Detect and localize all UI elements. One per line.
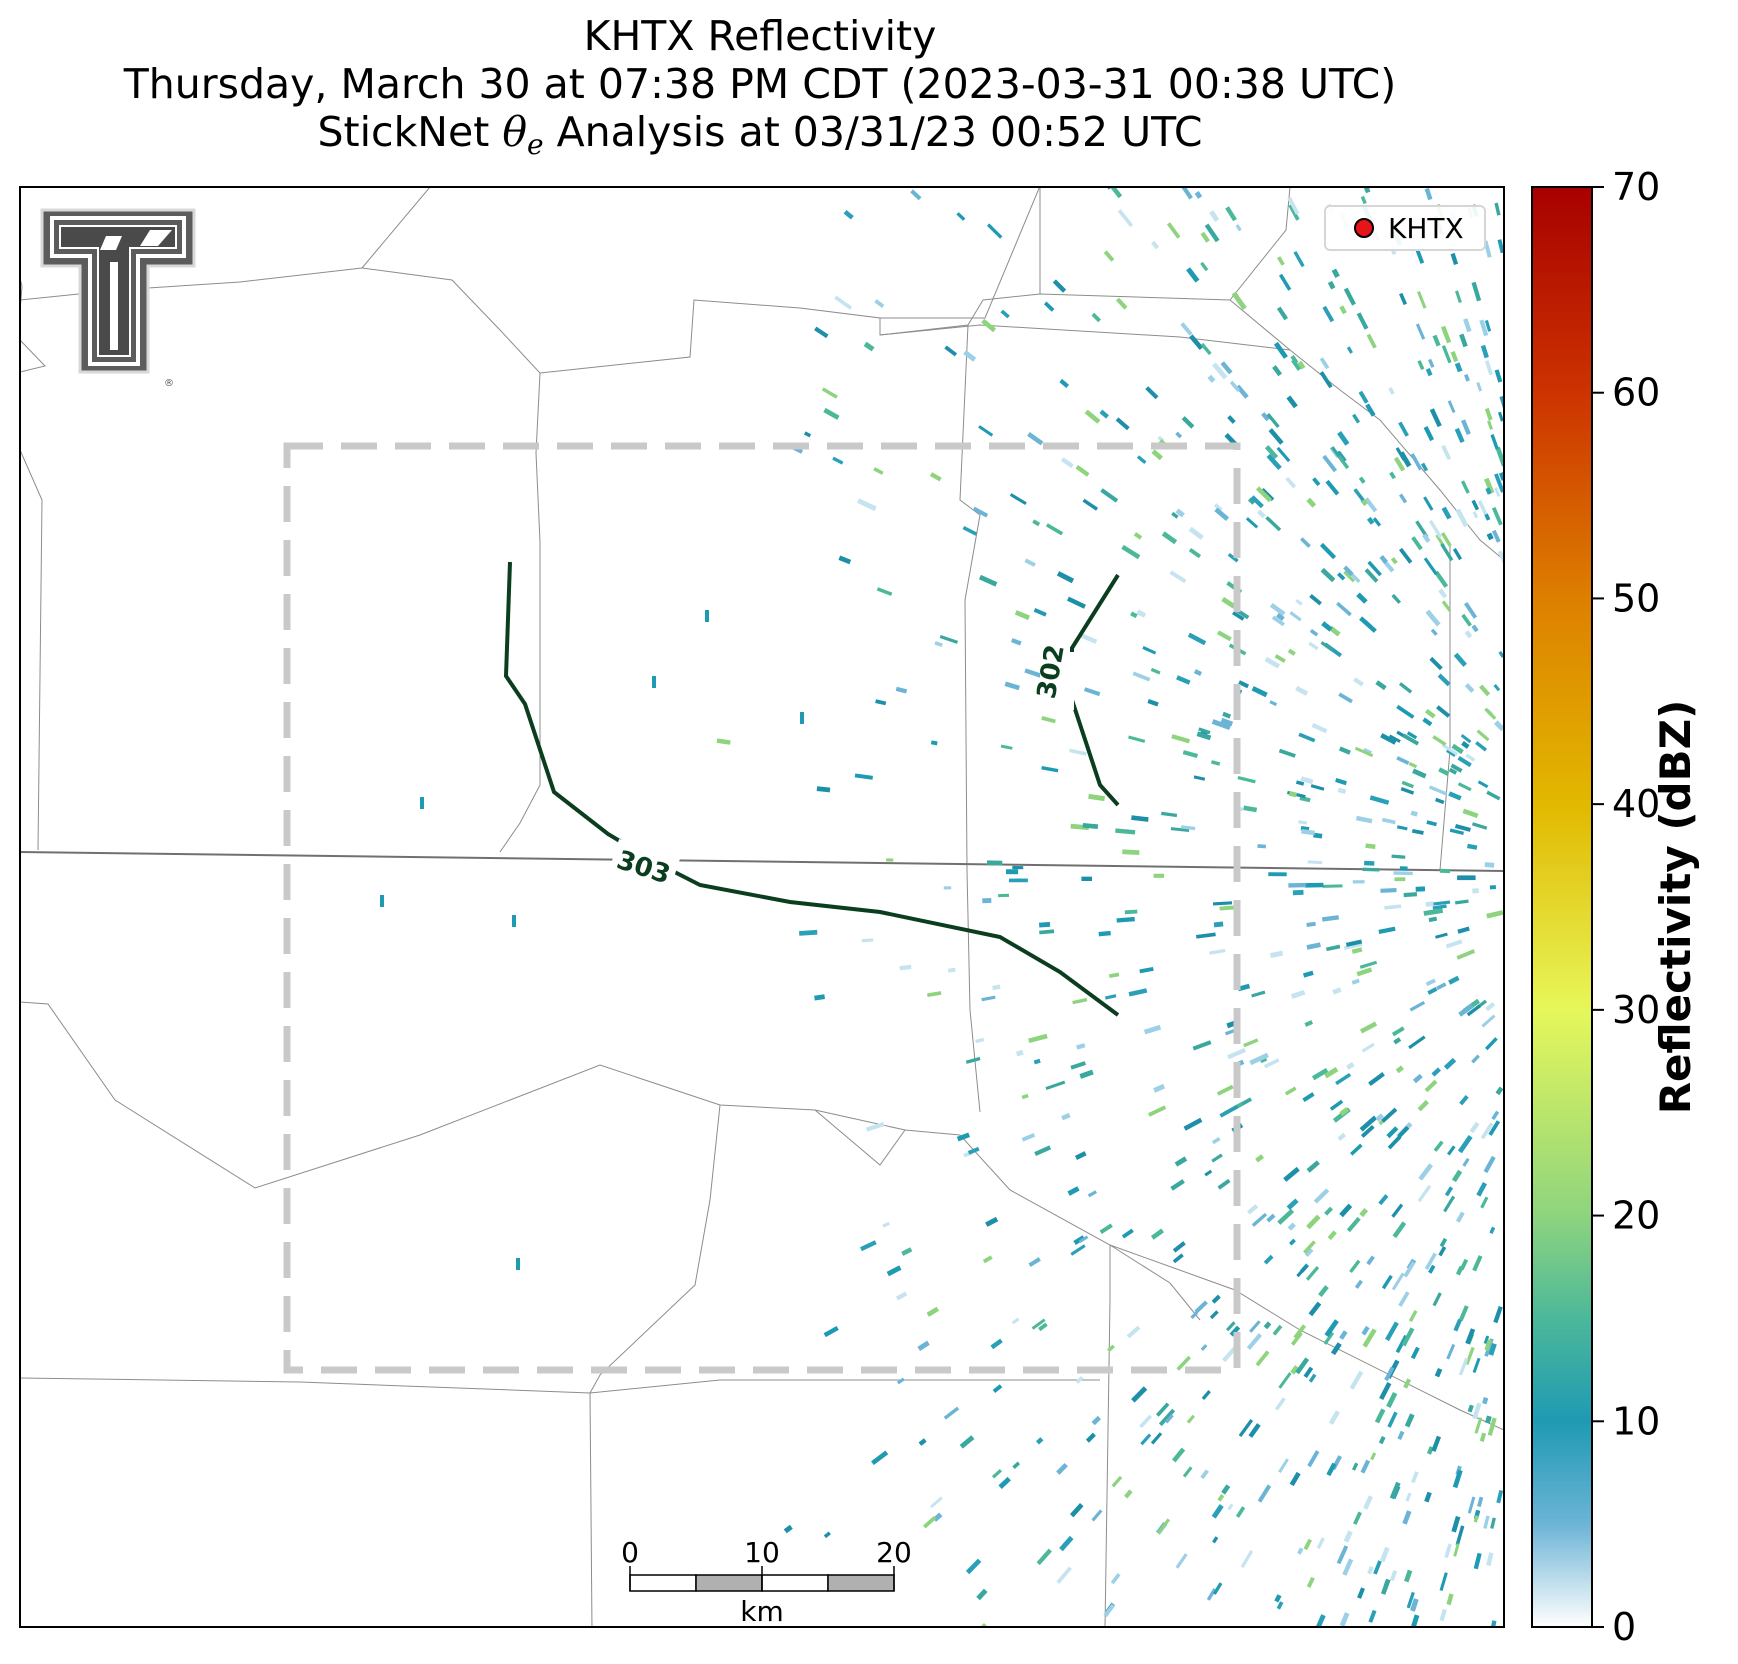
scalebar-unit: km — [740, 1595, 784, 1628]
title-line-3: StickNet θe Analysis at 03/31/23 00:52 U… — [0, 108, 1520, 169]
scale-bar: 0 10 20 km — [621, 1536, 912, 1628]
scalebar-label-10: 10 — [744, 1536, 780, 1569]
contour-303-label-bg — [608, 838, 680, 894]
logo-registered-mark: ® — [164, 378, 174, 389]
state-boundary — [20, 851, 1504, 872]
texas-tech-logo: ® — [40, 208, 196, 389]
title-line-3-prefix: StickNet — [317, 108, 503, 156]
title-line-1: KHTX Reflectivity — [583, 12, 937, 60]
radar-site-marker-icon — [1354, 218, 1374, 238]
map-background — [20, 187, 1504, 1627]
theta-subscript: e — [527, 128, 544, 161]
theta-e-contour-303 — [503, 561, 1120, 1017]
title-line-3-suffix: Analysis at 03/31/23 00:52 UTC — [543, 108, 1203, 156]
radar-echoes — [380, 187, 1504, 1627]
legend-label: KHTX — [1388, 211, 1464, 245]
contour-302-label-bg — [1040, 652, 1074, 710]
analysis-domain-box — [283, 442, 1241, 1374]
theta-symbol: θ — [502, 108, 527, 156]
title-line-2: Thursday, March 30 at 07:38 PM CDT (2023… — [123, 60, 1397, 108]
figure-title: KHTX Reflectivity Thursday, March 30 at … — [0, 12, 1520, 169]
county-boundaries — [20, 187, 1504, 1627]
scalebar-label-20: 20 — [876, 1536, 912, 1569]
map-legend: KHTX — [1324, 205, 1486, 251]
scalebar-label-0: 0 — [621, 1536, 639, 1569]
map-frame — [19, 186, 1505, 1628]
